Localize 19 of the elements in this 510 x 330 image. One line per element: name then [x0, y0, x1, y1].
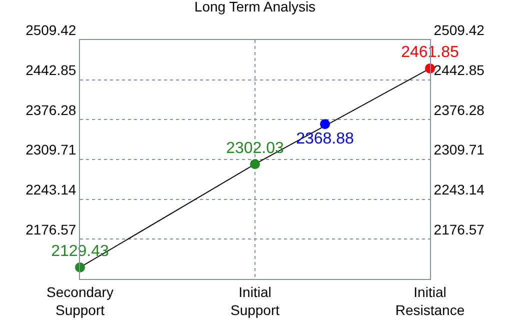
chart-title: Long Term Analysis	[194, 0, 316, 14]
data-label: 2368.88	[296, 130, 354, 148]
y2-tick-label: 2376.28	[434, 102, 485, 118]
y2-tick-label: 2509.42	[434, 22, 485, 38]
y2-tick-label: 2309.71	[434, 142, 485, 158]
y2-tick-label: 2442.85	[434, 62, 485, 78]
y-tick-label: 2243.14	[26, 181, 76, 198]
x-tick-label: Initial Support	[230, 284, 280, 318]
x-tick-label: Initial Resistance	[395, 284, 465, 318]
y-tick-label: 2509.42	[26, 22, 76, 38]
y-tick-label: 2309.71	[26, 142, 76, 158]
y-tick-label: 2376.28	[26, 102, 76, 118]
y2-tick-label: 2243.14	[434, 181, 485, 198]
y-tick-label: 2176.57	[26, 221, 76, 238]
y-tick-label: 2442.85	[26, 62, 76, 78]
data-label: 2302.03	[226, 140, 284, 157]
data-label: 2461.85	[401, 44, 460, 62]
y2-tick-label: 2176.57	[434, 221, 485, 238]
x-tick-label: Secondary Support	[46, 284, 114, 318]
